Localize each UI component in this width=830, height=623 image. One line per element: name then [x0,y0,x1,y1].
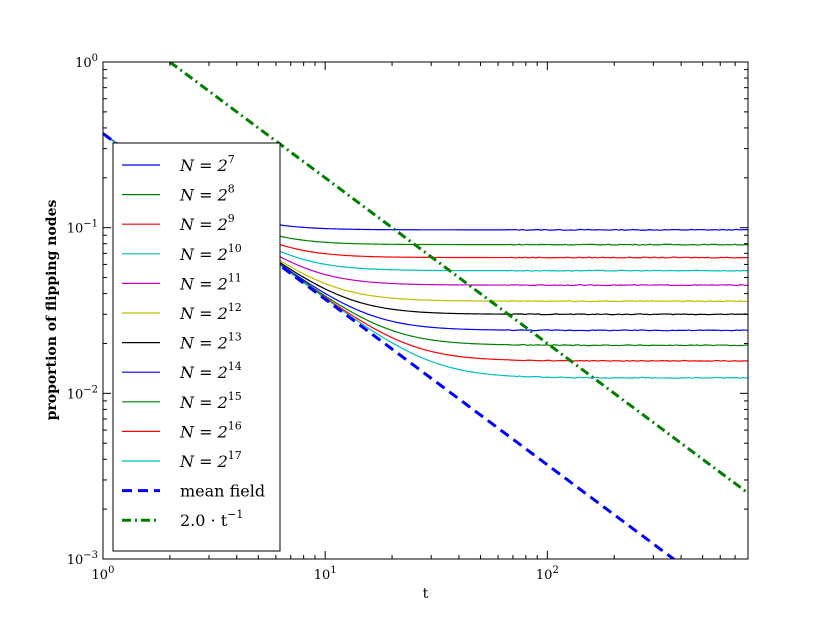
legend-label-n8: N = 28 [179,183,235,205]
y-tick-label: 100 [75,53,98,71]
ticks-layer: 100 101 102 10−3 10−2 10−1 100 [67,53,749,583]
x-axis-label: t [423,586,429,602]
plot-frame [102,61,749,560]
legend-label-n14: N = 214 [179,360,242,382]
legend-label-n9: N = 29 [179,212,235,234]
legend-label-n10: N = 210 [179,242,242,264]
legend-label-n13: N = 213 [179,331,242,353]
legend-label-n7: N = 27 [179,153,235,175]
legend-label-n17: N = 217 [179,449,242,471]
legend-label-n15: N = 215 [179,390,242,412]
x-tick-label: 100 [92,565,115,583]
x-tick-label: 101 [314,565,337,583]
legend: N = 27 N = 28 N = 29 N = 210 N = 211 N = 212 N… [112,142,281,552]
legend-label-n16: N = 216 [179,419,242,441]
y-axis-label: proportion of flipping nodes [44,200,60,421]
y-tick-label: 10−1 [67,219,98,237]
x-tick-label: 102 [536,565,559,583]
legend-label-mean-field: mean field [180,482,265,501]
legend-frame [112,142,281,552]
fit-line [168,62,748,495]
y-tick-label: 10−2 [67,384,98,402]
legend-label-fit: 2.0 · t−1 [180,508,243,530]
y-tick-label: 10−3 [67,550,98,568]
legend-label-n12: N = 212 [179,301,242,323]
legend-label-n11: N = 211 [179,271,242,293]
